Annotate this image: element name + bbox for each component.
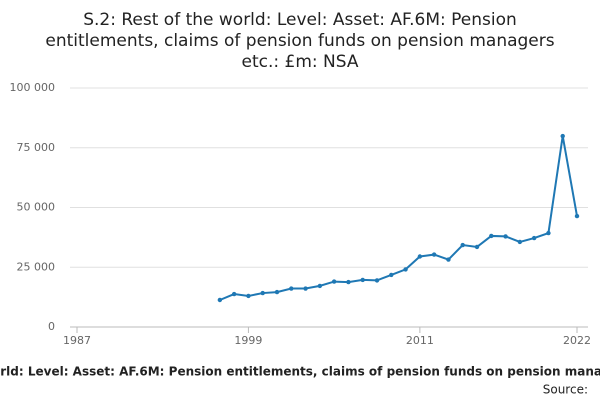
source: Source:	[543, 383, 588, 397]
point	[231, 291, 237, 297]
chart-title: S.2: Rest of the world: Level: Asset: AF…	[83, 10, 517, 30]
point	[246, 293, 251, 299]
chart-title: entitlements, claims of pension funds on…	[45, 31, 554, 51]
chart-title: etc.: £m: NSA	[242, 52, 359, 72]
point	[303, 286, 308, 291]
point	[446, 257, 451, 262]
point	[474, 244, 480, 250]
point	[574, 213, 580, 219]
point	[360, 277, 365, 283]
point	[460, 242, 465, 248]
point	[489, 233, 494, 239]
y-tick-label: 25 000	[17, 260, 56, 273]
x-tick-label: 1999	[234, 334, 262, 347]
point	[431, 252, 437, 257]
x-tick-label: 1987	[63, 334, 91, 347]
point	[260, 290, 265, 296]
y-tick-label: 75 000	[17, 141, 56, 154]
point	[274, 289, 280, 295]
legend-label: S.2: Rest of the world: Level: Asset: AF…	[0, 365, 600, 379]
y-tick-label: 50 000	[17, 201, 56, 214]
point	[531, 235, 537, 241]
line	[219, 135, 578, 301]
point	[346, 279, 351, 285]
point	[289, 286, 294, 291]
point	[517, 239, 523, 245]
point	[503, 234, 508, 239]
point	[331, 279, 337, 284]
x-tick-label: 2011	[406, 334, 434, 347]
point	[217, 297, 223, 303]
point	[317, 283, 323, 289]
point	[546, 230, 551, 236]
y-tick-label: 0	[48, 320, 55, 333]
point	[560, 133, 565, 139]
point	[403, 267, 408, 272]
x-tick-label: 2022	[563, 334, 591, 347]
point	[417, 254, 423, 259]
y-tick-label: 100 000	[10, 81, 56, 94]
point	[374, 278, 380, 283]
point	[389, 272, 394, 278]
